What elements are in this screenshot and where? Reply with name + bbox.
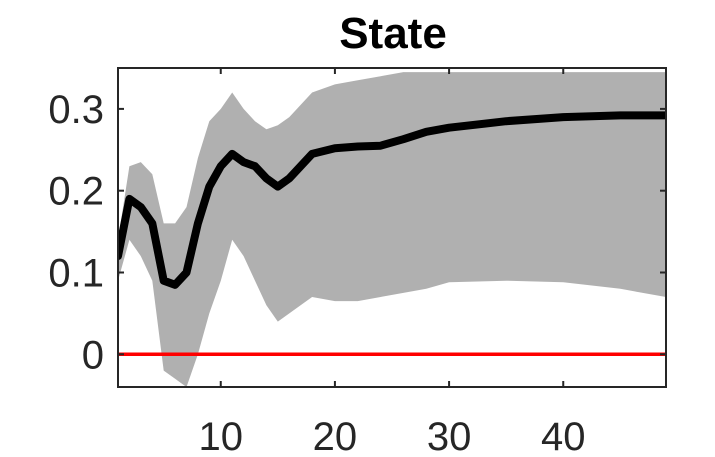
y-tick-label: 0.3 <box>48 88 104 132</box>
chart-title: State <box>339 9 447 58</box>
plot-area: 10 20 30 40 0 0.1 0.2 0.3 <box>48 67 667 457</box>
x-tick-label: 10 <box>199 415 244 457</box>
y-tick-label: 0.1 <box>48 251 104 295</box>
confidence-band <box>118 72 666 387</box>
estimate-line <box>118 111 666 289</box>
x-tick-label: 40 <box>541 415 586 457</box>
y-tick-label: 0.2 <box>48 170 104 214</box>
axes-box <box>117 67 667 388</box>
y-tick-label: 0 <box>82 333 104 377</box>
x-tick-label: 30 <box>427 415 472 457</box>
x-tick-label: 20 <box>313 415 358 457</box>
